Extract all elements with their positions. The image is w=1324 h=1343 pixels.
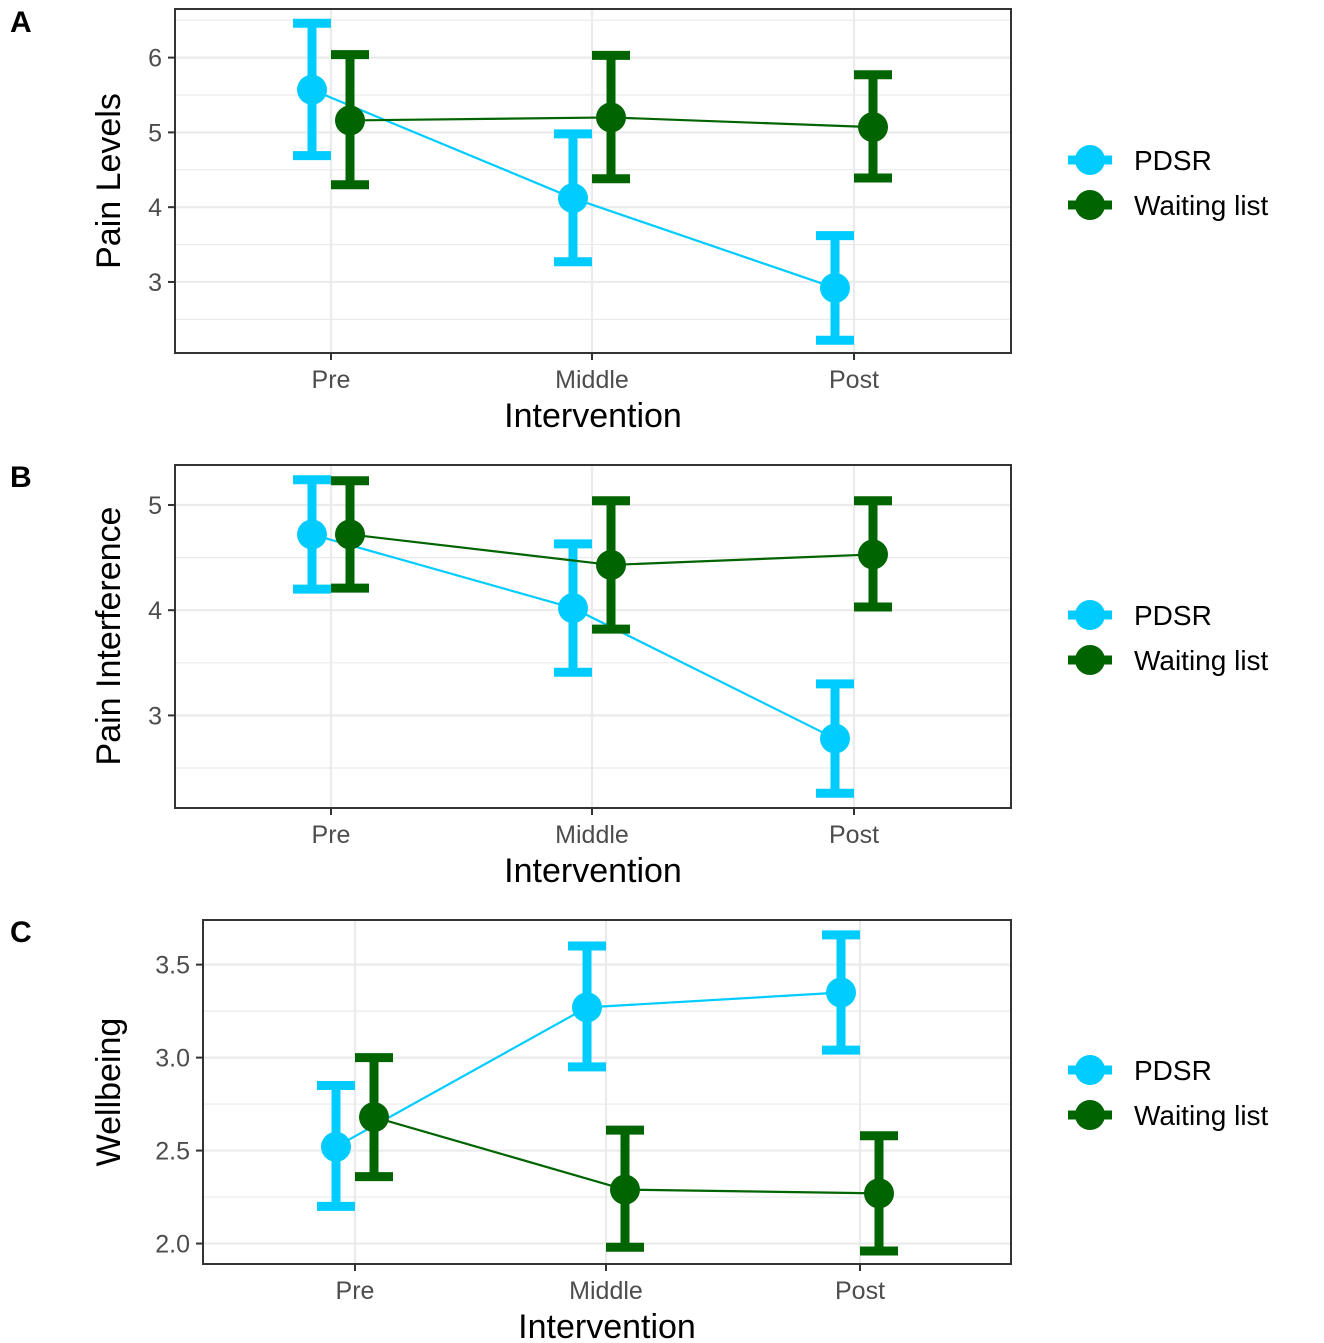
- data-point: [858, 539, 888, 570]
- legend: PDSR Waiting list: [1068, 600, 1269, 676]
- legend: PDSR Waiting list: [1068, 1055, 1269, 1131]
- data-point: [820, 723, 850, 754]
- y-tick-label: 6: [148, 45, 162, 73]
- data-point: [864, 1178, 894, 1209]
- legend-item-waiting-list: Waiting list: [1068, 645, 1269, 676]
- series-waiting-list: [331, 476, 892, 634]
- y-tick-label: 3: [148, 702, 162, 730]
- y-tick-label: 3.0: [155, 1045, 190, 1073]
- data-point: [359, 1102, 389, 1133]
- x-axis-title: Intervention: [504, 397, 682, 435]
- data-point: [820, 272, 850, 303]
- panel-a: A 3 4 5 6 Pre Middle Post Intervention Pain Level…: [10, 6, 1269, 435]
- legend-item-waiting-list: Waiting list: [1068, 190, 1269, 221]
- legend-key-point: [1075, 145, 1105, 175]
- x-tick-label: Post: [835, 1277, 885, 1305]
- x-tick-label: Pre: [312, 366, 351, 394]
- x-tick-label: Pre: [336, 1277, 375, 1305]
- data-point: [335, 519, 365, 550]
- series-pdsr: [293, 18, 854, 345]
- legend-item-pdsr: PDSR: [1068, 145, 1212, 176]
- y-tick-label: 4: [148, 194, 162, 222]
- y-tick-label: 5: [148, 492, 162, 520]
- legend: PDSR Waiting list: [1068, 145, 1269, 221]
- legend-key-point: [1075, 190, 1105, 220]
- x-tick-label: Middle: [569, 1277, 643, 1305]
- data-point: [596, 102, 626, 133]
- legend-key-point: [1075, 1100, 1105, 1130]
- legend-label: PDSR: [1134, 145, 1212, 176]
- x-tick-label: Post: [829, 366, 879, 394]
- data-point: [858, 112, 888, 143]
- data-point: [558, 183, 588, 214]
- y-tick-label: 5: [148, 119, 162, 147]
- panel-letter: A: [10, 6, 32, 39]
- data-point: [572, 992, 602, 1023]
- data-point: [297, 519, 327, 550]
- legend-item-waiting-list: Waiting list: [1068, 1100, 1269, 1131]
- series-pdsr: [317, 930, 860, 1211]
- panel-letter: B: [10, 461, 32, 494]
- x-tick-label: Middle: [555, 821, 629, 849]
- legend-key-point: [1075, 645, 1105, 675]
- legend-key-point: [1075, 1055, 1105, 1085]
- y-tick-label: 2.5: [155, 1138, 190, 1166]
- data-point: [558, 593, 588, 624]
- panel-letter: C: [10, 916, 32, 949]
- x-tick-label: Middle: [555, 366, 629, 394]
- series-waiting-list: [331, 50, 892, 190]
- legend-label: Waiting list: [1134, 190, 1269, 221]
- y-axis-title: Pain Levels: [90, 93, 128, 269]
- data-point: [297, 74, 327, 105]
- data-point: [321, 1131, 351, 1162]
- legend-label: PDSR: [1134, 1055, 1212, 1086]
- y-axis-title: Wellbeing: [90, 1018, 128, 1167]
- x-tick-label: Pre: [312, 821, 351, 849]
- y-axis-title: Pain Interference: [90, 507, 128, 766]
- data-point: [610, 1174, 640, 1205]
- x-tick-label: Post: [829, 821, 879, 849]
- y-tick-label: 3.5: [155, 952, 190, 980]
- legend-label: Waiting list: [1134, 645, 1269, 676]
- y-tick-label: 4: [148, 597, 162, 625]
- y-tick-label: 2.0: [155, 1231, 190, 1259]
- legend-label: PDSR: [1134, 600, 1212, 631]
- x-axis-title: Intervention: [518, 1308, 696, 1343]
- data-point: [596, 549, 626, 580]
- x-axis-title: Intervention: [504, 852, 682, 890]
- series-waiting-list: [355, 1053, 898, 1256]
- y-tick-label: 3: [148, 269, 162, 297]
- data-point: [335, 105, 365, 136]
- legend-item-pdsr: PDSR: [1068, 1055, 1212, 1086]
- series-pdsr: [293, 475, 854, 798]
- legend-key-point: [1075, 600, 1105, 630]
- data-point: [826, 977, 856, 1008]
- legend-item-pdsr: PDSR: [1068, 600, 1212, 631]
- panel-c: C 2.0 2.5 3.0 3.5 Pre Middle Post Intervention We…: [10, 916, 1269, 1343]
- panel-b: B 3 4 5 Pre Middle Post Intervention Pain Interf…: [10, 461, 1269, 890]
- legend-label: Waiting list: [1134, 1100, 1269, 1131]
